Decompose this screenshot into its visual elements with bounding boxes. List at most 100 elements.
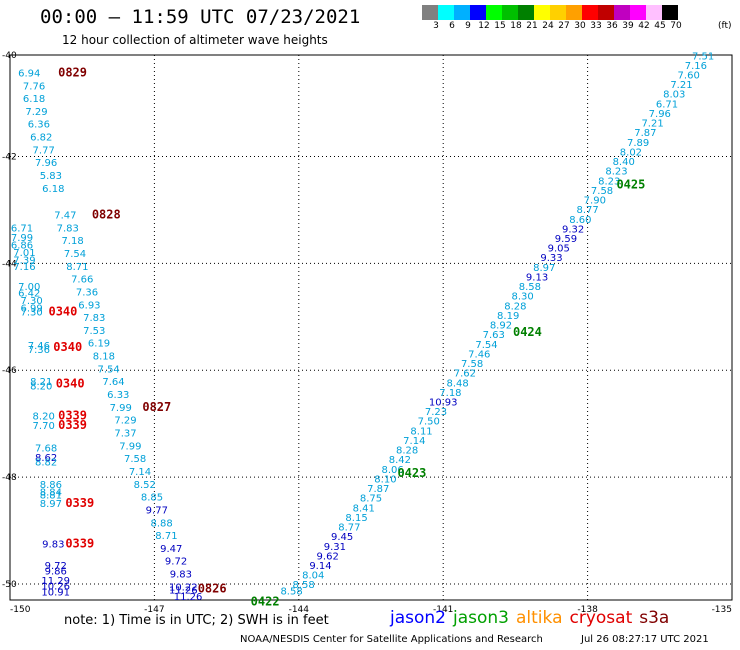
wave-height-value: 7.21 — [670, 80, 692, 91]
wave-height-value: 6.33 — [107, 390, 129, 401]
color-scale-swatch — [454, 5, 470, 20]
wave-height-value: 8.77 — [576, 205, 598, 216]
wave-height-value: 7.23 — [425, 407, 447, 418]
wave-height-value: 9.14 — [309, 561, 331, 572]
wave-height-value: 6.99 — [21, 303, 43, 314]
wave-height-value: 7.76 — [23, 82, 45, 93]
color-scale-label: 27 — [558, 21, 570, 31]
pass-time-label: 0339 — [65, 537, 94, 551]
wave-height-value: 8.41 — [353, 503, 375, 514]
wave-height-value: 9.59 — [555, 234, 577, 245]
color-scale-label: 18 — [510, 21, 522, 31]
wave-height-value: 7.58 — [124, 454, 146, 465]
wave-height-value: 7.29 — [25, 107, 47, 118]
wave-height-value: 9.31 — [324, 542, 346, 553]
wave-height-value: 8.21 — [30, 377, 52, 388]
y-tick-label: -42 — [2, 153, 17, 163]
color-scale-unit: (ft) — [718, 21, 732, 31]
credit-line: NOAA/NESDIS Center for Satellite Applica… — [240, 634, 543, 645]
wave-height-value: 7.99 — [11, 233, 33, 244]
color-scale-swatch — [422, 5, 438, 20]
wave-height-value: 8.02 — [620, 147, 642, 158]
wave-height-value: 8.92 — [490, 321, 512, 332]
wave-height-value: 7.58 — [591, 186, 613, 197]
wave-height-value: 7.21 — [641, 119, 663, 130]
color-scale-label: 39 — [622, 21, 634, 31]
generation-timestamp: Jul 26 08:27:17 UTC 2021 — [581, 634, 709, 645]
wave-height-value: 7.46 — [28, 341, 50, 352]
wave-height-value: 9.33 — [540, 253, 562, 264]
wave-height-value: 8.23 — [605, 167, 627, 178]
wave-height-value: 9.32 — [562, 224, 584, 235]
wave-height-value: 11.26 — [169, 586, 198, 597]
wave-height-value: 7.18 — [61, 236, 83, 247]
color-scale-label: 9 — [465, 21, 471, 31]
color-scale-swatch — [550, 5, 566, 20]
wave-height-value: 6.36 — [28, 120, 50, 131]
color-scale-swatch — [566, 5, 582, 20]
wave-height-value: 5.83 — [40, 171, 62, 182]
legend-item: jason2 — [390, 608, 446, 628]
wave-height-value: 7.96 — [35, 158, 57, 169]
color-scale-swatch — [502, 5, 518, 20]
wave-height-value: 8.10 — [374, 474, 396, 485]
wave-height-value: 11.26 — [174, 592, 203, 603]
wave-height-value: 7.58 — [461, 359, 483, 370]
wave-height-value: 8.11 — [410, 426, 432, 437]
pass-time-label: 0340 — [48, 305, 77, 319]
wave-height-value: 10.91 — [41, 588, 70, 599]
color-scale-label: 30 — [574, 21, 586, 31]
color-scale-label: 21 — [526, 21, 538, 31]
plot-frame — [9, 54, 733, 601]
wave-height-value: 8.60 — [569, 215, 591, 226]
color-scale-label: 70 — [670, 21, 682, 31]
wave-height-value: 11.29 — [41, 576, 70, 587]
wave-height-value: 7.29 — [114, 416, 136, 427]
pass-time-label: 0339 — [65, 496, 94, 510]
wave-height-value: 8.20 — [33, 411, 55, 422]
wave-height-value: 8.42 — [389, 455, 411, 466]
wave-height-value: 6.71 — [11, 223, 33, 234]
wave-height-value: 7.62 — [454, 369, 476, 380]
color-scale-swatch — [598, 5, 614, 20]
wave-height-value: 6.18 — [42, 184, 64, 195]
wave-height-value: 9.47 — [160, 544, 182, 555]
chart-subtitle: 12 hour collection of altimeter wave hei… — [62, 33, 328, 47]
wave-height-value: 9.86 — [45, 566, 67, 577]
wave-height-value: 8.58 — [519, 282, 541, 293]
wave-height-value: 8.52 — [134, 480, 156, 491]
color-scale-swatch — [662, 5, 678, 20]
legend-item: altika — [516, 608, 563, 628]
wave-height-value: 8.71 — [66, 262, 88, 273]
x-tick-label: -144 — [289, 605, 310, 615]
wave-height-value: 9.62 — [317, 551, 339, 562]
color-scale-swatch — [486, 5, 502, 20]
wave-height-value: 6.42 — [18, 289, 40, 300]
pass-time-label: 0827 — [142, 400, 171, 414]
color-scale-swatch — [534, 5, 550, 20]
wave-height-value: 8.71 — [155, 531, 177, 542]
footnote: note: 1) Time is in UTC; 2) SWH is in fe… — [64, 613, 329, 628]
wave-height-value: 7.37 — [114, 429, 136, 440]
wave-height-value: 8.23 — [598, 176, 620, 187]
pass-time-label: 0829 — [58, 65, 87, 79]
wave-height-value: 6.82 — [30, 132, 52, 143]
color-scale-swatch — [646, 5, 662, 20]
wave-height-value: 7.54 — [98, 364, 120, 375]
pass-time-label: 0422 — [251, 594, 280, 608]
pass-time-label: 0424 — [513, 325, 542, 339]
wave-height-value: 6.71 — [656, 99, 678, 110]
wave-height-value: 7.51 — [692, 51, 714, 62]
wave-height-value: 9.83 — [170, 570, 192, 581]
wave-height-value: 9.45 — [331, 532, 353, 543]
wave-height-value: 8.88 — [150, 518, 172, 529]
wave-height-value: 7.47 — [54, 211, 76, 222]
y-tick-label: -40 — [2, 51, 17, 61]
wave-height-value: 8.30 — [511, 292, 533, 303]
pass-time-label: 0340 — [56, 376, 85, 390]
wave-height-value: 8.82 — [35, 457, 57, 468]
wave-height-value: 8.19 — [497, 311, 519, 322]
chart-title: 00:00 – 11:59 UTC 07/23/2021 — [40, 6, 361, 28]
color-scale-label: 42 — [638, 21, 650, 31]
